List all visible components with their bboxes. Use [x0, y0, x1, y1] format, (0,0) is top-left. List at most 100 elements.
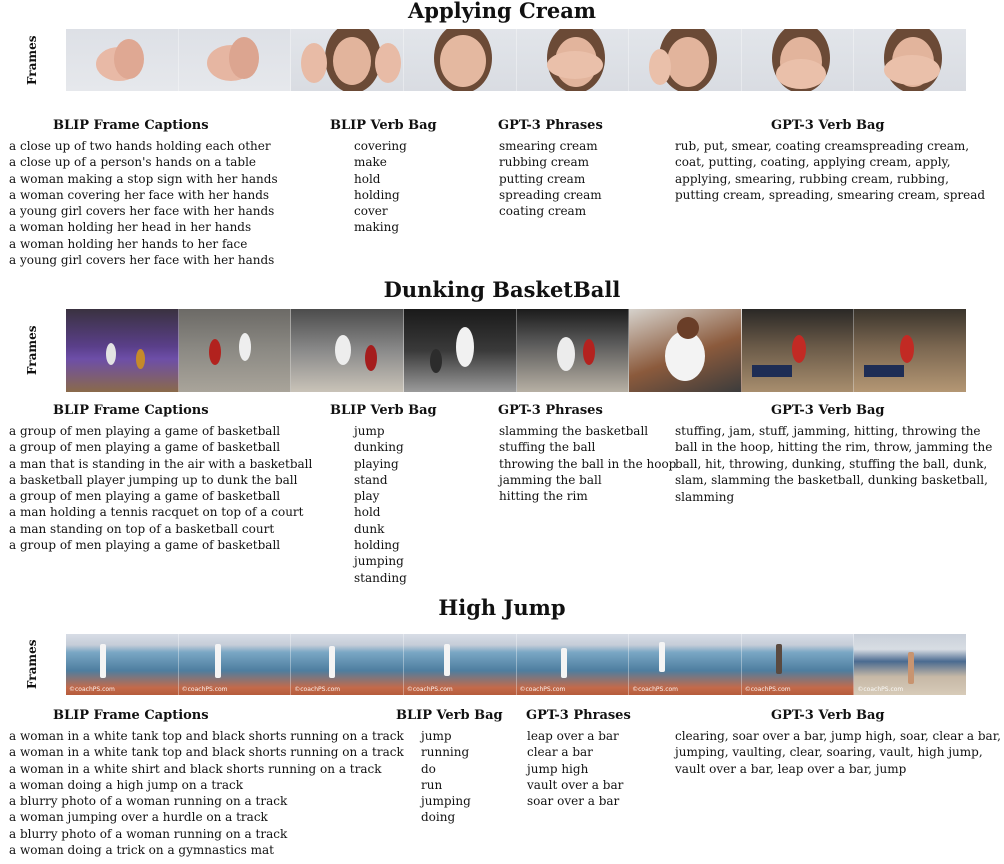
- list-item: running: [421, 745, 470, 760]
- list-item: doing: [421, 810, 456, 825]
- list-item: jumping: [354, 554, 404, 569]
- frame-strip: [66, 29, 966, 91]
- list-item: a man standing on top of a basketball co…: [9, 521, 275, 536]
- list-item: hitting the rim: [499, 489, 588, 504]
- list-item: play: [354, 489, 380, 504]
- frames-label: Frames: [25, 325, 39, 376]
- captions-list: a woman in a white tank top and black sh…: [9, 728, 404, 858]
- video-frame: [741, 309, 855, 392]
- column-header-gpt-verb-bag: GPT-3 Verb Bag: [771, 403, 885, 418]
- video-frame: ©coachPS.com: [291, 634, 404, 695]
- list-item: a group of men playing a game of basketb…: [9, 538, 281, 553]
- gpt-verb-bag-text: stuffing, jam, stuff, jamming, hitting, …: [675, 424, 993, 504]
- list-item: putting cream: [499, 171, 586, 186]
- list-item: a close up of a person's hands on a tabl…: [9, 155, 257, 170]
- column-header-phrases: GPT-3 Phrases: [498, 403, 603, 418]
- frame-strip: [66, 309, 966, 392]
- list-item: soar over a bar: [527, 794, 620, 809]
- column-header-verb-bag: BLIP Verb Bag: [330, 403, 437, 418]
- video-frame: [291, 309, 404, 392]
- list-item: a man that is standing in the air with a…: [9, 456, 313, 471]
- column-header-captions: BLIP Frame Captions: [53, 708, 209, 723]
- list-item: a blurry photo of a woman running on a t…: [9, 794, 288, 809]
- list-item: a group of men playing a game of basketb…: [9, 440, 281, 455]
- list-item: holding: [354, 187, 400, 202]
- column-header-phrases: GPT-3 Phrases: [498, 118, 603, 133]
- list-item: a basketball player jumping up to dunk t…: [9, 472, 298, 487]
- list-item: playing: [354, 456, 399, 471]
- list-item: jumping: [421, 794, 471, 809]
- column-header-captions: BLIP Frame Captions: [53, 118, 209, 133]
- list-item: holding: [354, 538, 400, 553]
- column-header-phrases: GPT-3 Phrases: [526, 708, 631, 723]
- list-item: a close up of two hands holding each oth…: [9, 139, 271, 153]
- list-item: throwing the ball in the hoop: [499, 456, 677, 471]
- list-item: a woman doing a trick on a gymnastics ma…: [9, 843, 275, 858]
- list-item: a young girl covers her face with her ha…: [9, 253, 275, 268]
- list-item: cover: [354, 204, 388, 219]
- list-item: a group of men playing a game of basketb…: [9, 424, 281, 438]
- captions-list: a close up of two hands holding each oth…: [9, 138, 278, 268]
- list-item: slamming the basketball: [499, 424, 649, 438]
- column-header-gpt-verb-bag: GPT-3 Verb Bag: [771, 118, 885, 133]
- list-item: jump: [354, 424, 385, 438]
- list-item: covering: [354, 139, 407, 153]
- section-title: High Jump: [438, 595, 566, 620]
- video-frame: [629, 309, 742, 392]
- gpt-verb-bag-text: rub, put, smear, coating creamspreading …: [675, 139, 986, 203]
- list-item: spreading cream: [499, 187, 602, 202]
- list-item: vault over a bar: [527, 777, 624, 792]
- video-frame: [854, 29, 966, 91]
- column-header-verb-bag: BLIP Verb Bag: [396, 708, 503, 723]
- captions-list: a group of men playing a game of basketb…: [9, 423, 312, 553]
- video-frame: [403, 309, 517, 392]
- list-item: smearing cream: [499, 139, 598, 153]
- list-item: jump high: [527, 761, 589, 776]
- video-frame: [66, 309, 179, 392]
- video-frame: [291, 29, 404, 91]
- column-header-captions: BLIP Frame Captions: [53, 403, 209, 418]
- frame-strip: ©coachPS.com ©coachPS.com ©coachPS.com ©…: [66, 634, 966, 695]
- column-header-verb-bag: BLIP Verb Bag: [330, 118, 437, 133]
- section-title: Applying Cream: [407, 0, 597, 23]
- list-item: making: [354, 220, 400, 235]
- list-item: a woman jumping over a hurdle on a track: [9, 810, 268, 825]
- video-frame: ©coachPS.com: [629, 634, 742, 695]
- list-item: dunking: [354, 440, 404, 455]
- video-frame: ©coachPS.com: [178, 634, 292, 695]
- frames-label: Frames: [25, 639, 39, 690]
- verb-bag-list: jump dunking playing stand play hold dun…: [354, 423, 407, 586]
- list-item: a woman holding her hands to her face: [9, 236, 248, 251]
- list-item: a group of men playing a game of basketb…: [9, 489, 281, 504]
- list-item: hold: [354, 171, 381, 186]
- verb-bag-list: jump running do run jumping doing: [421, 728, 471, 826]
- video-frame: [516, 29, 630, 91]
- list-item: jamming the ball: [499, 472, 602, 487]
- list-item: standing: [354, 570, 407, 585]
- list-item: hold: [354, 505, 381, 520]
- phrases-list: leap over a bar clear a bar jump high va…: [527, 728, 623, 809]
- list-item: run: [421, 777, 443, 792]
- video-frame: ©coachPS.com: [741, 634, 855, 695]
- video-frame: [66, 29, 179, 91]
- video-frame: [516, 309, 630, 392]
- video-frame: [629, 29, 742, 91]
- list-item: a woman holding her head in her hands: [9, 220, 252, 235]
- list-item: a woman covering her face with her hands: [9, 187, 270, 202]
- list-item: a woman in a white tank top and black sh…: [9, 745, 404, 760]
- video-frame: [178, 29, 292, 91]
- list-item: a woman doing a high jump on a track: [9, 777, 244, 792]
- list-item: do: [421, 761, 436, 776]
- phrases-list: smearing cream rubbing cream putting cre…: [499, 138, 602, 219]
- video-frame: ©coachPS.com: [854, 634, 966, 695]
- list-item: a young girl covers her face with her ha…: [9, 204, 275, 219]
- list-item: a woman making a stop sign with her hand…: [9, 171, 278, 186]
- list-item: stand: [354, 472, 388, 487]
- frames-label: Frames: [25, 35, 39, 85]
- list-item: make: [354, 155, 387, 170]
- verb-bag-list: covering make hold holding cover making: [354, 138, 407, 236]
- gpt-verb-bag-text: clearing, soar over a bar, jump high, so…: [675, 729, 1001, 776]
- phrases-list: slamming the basketball stuffing the bal…: [499, 423, 676, 504]
- list-item: a man holding a tennis racquet on top of…: [9, 505, 304, 520]
